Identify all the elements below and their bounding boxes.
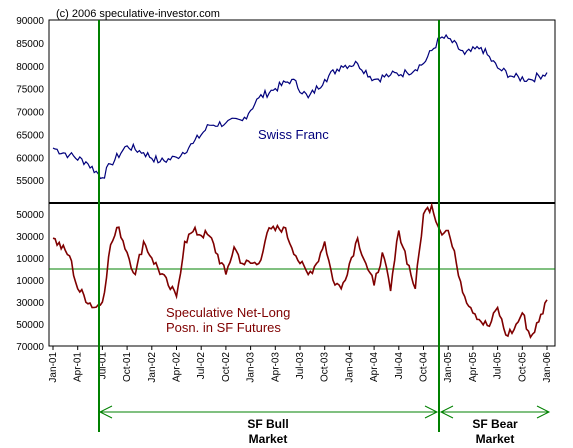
swiss-franc-series-line xyxy=(52,33,548,180)
x-tick-label: Jul-02 xyxy=(196,352,207,380)
franc-y-tick-label: 75000 xyxy=(16,85,44,96)
franc-y-tick-label: 80000 xyxy=(16,62,44,73)
x-tick-label: Oct-03 xyxy=(320,352,331,382)
franc-y-tick-label: 90000 xyxy=(16,16,44,27)
position-title-line-1: Speculative Net-Long xyxy=(166,305,290,320)
x-tick-label: Jan-06 xyxy=(542,352,553,383)
position-y-tick-label: 70000 xyxy=(16,342,44,353)
position-title-line-2: Posn. in SF Futures xyxy=(166,320,281,335)
bull-label: SF Bull xyxy=(247,417,288,431)
bear-sublabel: Market xyxy=(476,432,515,446)
x-tick-label: Oct-02 xyxy=(221,352,232,382)
x-tick-label: Jan-05 xyxy=(443,352,454,383)
x-tick-label: Apr-01 xyxy=(73,352,84,382)
franc-y-tick-label: 70000 xyxy=(16,108,44,119)
x-tick-label: Jan-02 xyxy=(147,352,158,383)
franc-y-tick-label: 55000 xyxy=(16,176,44,187)
bear-label: SF Bear xyxy=(472,417,518,431)
position-y-tick-label: 50000 xyxy=(16,210,44,221)
x-tick-label: Oct-01 xyxy=(122,352,133,382)
position-y-tick-label: 30000 xyxy=(16,298,44,309)
x-tick-label: Oct-05 xyxy=(517,352,528,382)
franc-title: Swiss Franc xyxy=(258,127,329,142)
x-tick-label: Jan-03 xyxy=(246,352,257,383)
franc-y-tick-label: 65000 xyxy=(16,130,44,141)
position-y-tick-label: 10000 xyxy=(16,276,44,287)
x-tick-label: Jul-03 xyxy=(295,352,306,380)
x-tick-label: Apr-04 xyxy=(369,352,380,382)
x-tick-label: Jul-01 xyxy=(97,352,108,380)
x-tick-label: Oct-04 xyxy=(419,352,430,382)
bear-market-arrow xyxy=(439,405,551,419)
position-y-tick-label: 30000 xyxy=(16,232,44,243)
x-tick-label: Jul-04 xyxy=(394,352,405,380)
x-axis: Jan-01 Apr-01 Jul-01 Oct-01 Jan-02 Apr-02 Jul-… xyxy=(48,346,553,383)
x-tick-label: Apr-03 xyxy=(270,352,281,382)
x-tick-label: Apr-05 xyxy=(468,352,479,382)
position-y-tick-label: 50000 xyxy=(16,320,44,331)
net-long-position-series-line xyxy=(52,202,548,339)
position-y-axis: 50000 30000 10000 10000 30000 50000 70000 xyxy=(16,210,44,353)
position-y-tick-label: 10000 xyxy=(16,254,44,265)
x-tick-label: Jan-04 xyxy=(344,352,355,383)
franc-y-tick-label: 85000 xyxy=(16,39,44,50)
x-tick-label: Jan-01 xyxy=(48,352,59,383)
bull-market-arrow xyxy=(98,405,439,419)
x-tick-label: Apr-02 xyxy=(172,352,183,382)
bull-sublabel: Market xyxy=(249,432,288,446)
plot-frame xyxy=(48,19,556,347)
franc-y-axis: 55000 60000 65000 70000 75000 80000 85000 90000 xyxy=(16,16,44,187)
x-tick-label: Jul-05 xyxy=(493,352,504,380)
chart-credit: (c) 2006 speculative-investor.com xyxy=(56,8,220,20)
franc-y-tick-label: 60000 xyxy=(16,153,44,164)
